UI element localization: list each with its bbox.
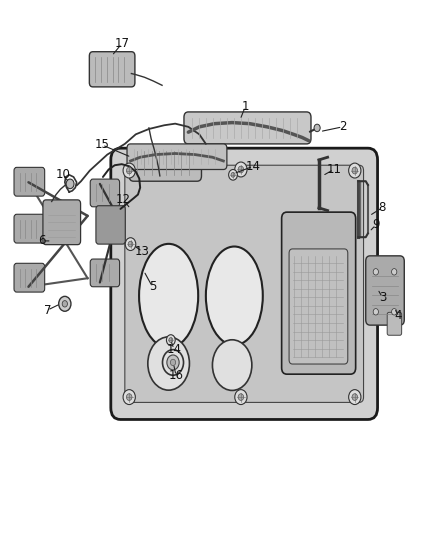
Text: 6: 6 (38, 235, 46, 247)
Circle shape (238, 166, 244, 173)
Text: 8: 8 (378, 201, 385, 214)
Circle shape (352, 167, 357, 174)
Ellipse shape (139, 244, 198, 348)
Circle shape (373, 269, 378, 275)
Circle shape (349, 163, 361, 178)
Text: 13: 13 (135, 245, 150, 258)
Ellipse shape (206, 246, 263, 345)
Text: 11: 11 (326, 163, 341, 176)
Text: 7: 7 (43, 304, 51, 317)
FancyBboxPatch shape (289, 249, 348, 364)
FancyBboxPatch shape (14, 167, 45, 196)
Text: 4: 4 (395, 309, 403, 322)
Text: 14: 14 (166, 343, 181, 356)
Circle shape (167, 355, 179, 370)
Circle shape (235, 162, 247, 177)
Text: 17: 17 (114, 37, 129, 50)
Circle shape (349, 390, 361, 405)
Circle shape (238, 394, 244, 400)
Circle shape (235, 390, 247, 405)
FancyBboxPatch shape (90, 179, 120, 207)
Circle shape (166, 335, 175, 345)
Circle shape (62, 301, 67, 307)
Circle shape (128, 241, 133, 247)
Circle shape (392, 269, 397, 275)
FancyBboxPatch shape (125, 165, 364, 402)
FancyBboxPatch shape (184, 112, 311, 144)
Text: 10: 10 (55, 168, 70, 181)
Text: 14: 14 (246, 160, 261, 173)
Circle shape (170, 359, 176, 366)
FancyBboxPatch shape (129, 145, 201, 181)
FancyBboxPatch shape (90, 259, 120, 287)
Ellipse shape (212, 340, 252, 390)
Circle shape (352, 394, 357, 400)
Circle shape (123, 163, 135, 178)
FancyBboxPatch shape (96, 206, 125, 244)
Circle shape (125, 238, 136, 251)
FancyBboxPatch shape (14, 214, 45, 243)
Text: 16: 16 (169, 369, 184, 382)
Text: 2: 2 (339, 120, 346, 133)
Circle shape (59, 296, 71, 311)
Text: 5: 5 (149, 280, 156, 293)
FancyBboxPatch shape (282, 212, 356, 374)
FancyBboxPatch shape (366, 256, 404, 325)
Circle shape (373, 309, 378, 315)
Text: 3: 3 (379, 291, 386, 304)
Ellipse shape (148, 337, 189, 390)
Circle shape (231, 172, 235, 177)
Circle shape (392, 309, 397, 315)
Circle shape (314, 124, 320, 132)
Text: 12: 12 (116, 193, 131, 206)
FancyBboxPatch shape (43, 200, 81, 245)
Text: 15: 15 (95, 139, 110, 151)
FancyBboxPatch shape (14, 263, 45, 292)
Circle shape (66, 179, 74, 189)
FancyBboxPatch shape (89, 52, 135, 87)
Text: 9: 9 (372, 219, 380, 231)
Circle shape (123, 390, 135, 405)
Circle shape (127, 167, 132, 174)
Circle shape (169, 338, 173, 343)
FancyBboxPatch shape (111, 148, 378, 419)
FancyBboxPatch shape (387, 312, 402, 335)
Circle shape (162, 350, 184, 375)
Circle shape (127, 394, 132, 400)
Text: 1: 1 (241, 100, 249, 113)
FancyBboxPatch shape (127, 144, 227, 169)
Circle shape (229, 169, 237, 180)
